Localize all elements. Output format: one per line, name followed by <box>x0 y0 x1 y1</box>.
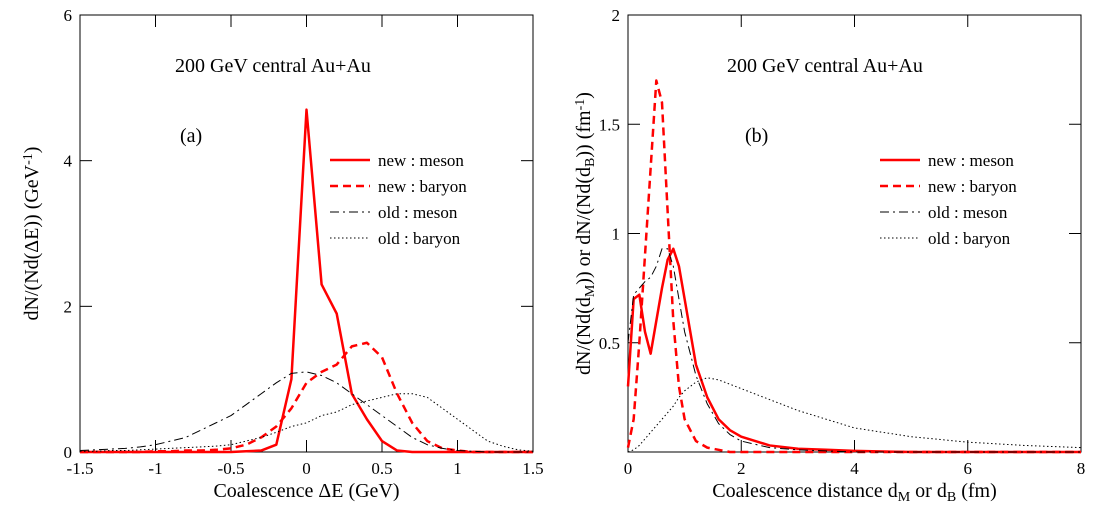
y-axis-label-part: -1 <box>573 99 588 111</box>
plot-frame <box>79 14 534 453</box>
y-axis-label-part: dN/(Nd(d <box>573 297 595 375</box>
plot-frame <box>627 14 1082 453</box>
y-axis-label-part: )) or dN/(Nd(d <box>573 167 595 285</box>
legend-label: old : baryon <box>928 229 1011 248</box>
y-axis-label-part: ) <box>21 147 43 154</box>
series-line <box>626 79 1081 454</box>
y-axis-label-part: ) <box>573 92 595 99</box>
legend-label: old : baryon <box>378 229 461 248</box>
legend-label: old : meson <box>378 203 458 222</box>
x-axis-label-part: Coalescence ΔE (GeV) <box>213 480 399 502</box>
series-line <box>79 371 533 453</box>
y-tick-label: 0 <box>64 443 73 462</box>
legend-label: new : baryon <box>378 177 467 196</box>
series-line <box>80 393 534 452</box>
x-tick-label: 0.5 <box>371 459 392 478</box>
x-tick-label: -1 <box>148 459 162 478</box>
y-tick-label: 2 <box>612 6 621 25</box>
x-axis-label-part: Coalescence distance d <box>712 480 897 502</box>
y-tick-label: 1 <box>612 225 621 244</box>
x-axis-label-part: B <box>947 490 956 505</box>
x-tick-label: 0 <box>302 459 311 478</box>
legend-label: new : meson <box>378 151 464 170</box>
series-line <box>626 247 1081 454</box>
y-axis-label: dN/(Nd(dM)) or dN/(Nd(dB)) (fm-1) <box>573 92 598 375</box>
x-axis-label-part: M <box>898 490 911 505</box>
y-axis-label-part: M <box>583 284 598 297</box>
series-line <box>627 248 1081 453</box>
x-axis-label: Coalescence distance dM or dB (fm) <box>712 480 996 505</box>
x-tick-label: 6 <box>964 459 973 478</box>
y-tick-label: 1.5 <box>599 115 620 134</box>
y-axis-label: dN/(Nd(ΔE)) (GeV-1) <box>21 147 43 321</box>
x-tick-label: 0 <box>624 459 633 478</box>
x-axis-label: Coalescence ΔE (GeV) <box>213 480 399 502</box>
series-line <box>80 341 533 454</box>
series-line <box>80 108 533 454</box>
y-tick-label: 2 <box>64 297 73 316</box>
x-tick-label: -0.5 <box>218 459 245 478</box>
series-line <box>627 377 1082 453</box>
legend-label: old : meson <box>928 203 1008 222</box>
y-tick-label: 6 <box>64 6 73 25</box>
y-axis-label-part: B <box>583 158 598 167</box>
x-tick-label: 4 <box>850 459 859 478</box>
x-tick-label: 1 <box>453 459 462 478</box>
x-tick-label: 2 <box>737 459 746 478</box>
annotation: 200 GeV central Au+Au <box>175 55 371 77</box>
x-axis-label-part: (fm) <box>956 480 997 502</box>
x-tick-label: 1.5 <box>522 459 543 478</box>
annotation: (a) <box>180 125 202 147</box>
legend-label: new : baryon <box>928 177 1017 196</box>
y-axis-label-part: -1 <box>21 153 36 165</box>
y-tick-label: 0.5 <box>599 334 620 353</box>
y-tick-label: 4 <box>64 152 73 171</box>
legend-label: new : meson <box>928 151 1014 170</box>
x-tick-label: -1.5 <box>67 459 94 478</box>
y-axis-label-part: )) (fm <box>573 110 595 158</box>
annotation: 200 GeV central Au+Au <box>727 55 923 77</box>
y-axis-label-part: dN/(Nd(ΔE)) (GeV <box>21 164 43 320</box>
annotation: (b) <box>745 125 768 147</box>
x-axis-label-part: or d <box>910 480 947 502</box>
x-tick-label: 8 <box>1077 459 1086 478</box>
